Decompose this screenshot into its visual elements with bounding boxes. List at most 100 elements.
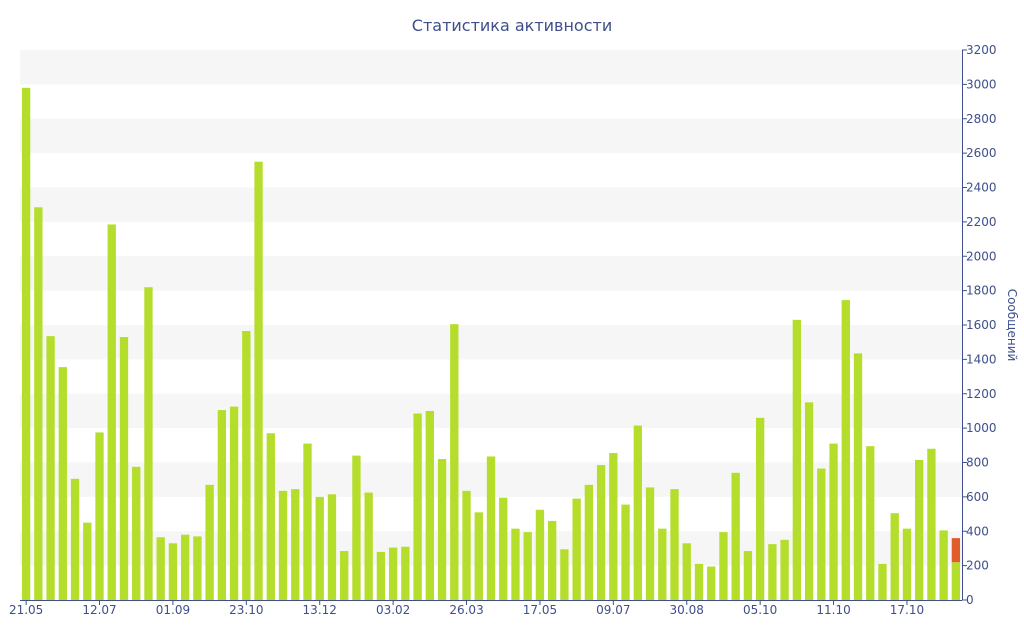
bar[interactable] — [340, 551, 349, 600]
bar-highlight[interactable] — [951, 538, 961, 563]
bar[interactable] — [413, 413, 422, 600]
bar[interactable] — [511, 528, 520, 600]
bar[interactable] — [425, 410, 434, 600]
bar[interactable] — [34, 207, 43, 600]
bar[interactable] — [596, 465, 606, 600]
bar[interactable] — [633, 425, 642, 600]
bar[interactable] — [107, 224, 116, 600]
y-tick-label: 2000 — [966, 249, 997, 263]
bar[interactable] — [645, 487, 655, 600]
bar[interactable] — [535, 509, 545, 600]
bar[interactable] — [572, 498, 581, 600]
bar[interactable] — [560, 549, 569, 600]
y-tick-label: 2600 — [966, 146, 997, 160]
y-tick-label: 1400 — [966, 352, 997, 366]
bar[interactable] — [278, 490, 288, 600]
bar[interactable] — [474, 512, 483, 600]
bar[interactable] — [548, 520, 557, 600]
bar[interactable] — [303, 443, 312, 600]
x-tick-label: 09.07 — [596, 603, 630, 617]
bar[interactable] — [939, 530, 948, 600]
bar[interactable] — [364, 492, 373, 600]
bar[interactable] — [119, 337, 129, 600]
bar[interactable] — [817, 468, 826, 600]
bar[interactable] — [731, 472, 740, 600]
bar[interactable] — [21, 87, 31, 600]
bar[interactable] — [951, 562, 961, 600]
bar[interactable] — [217, 410, 227, 600]
bar[interactable] — [291, 489, 300, 600]
bar[interactable] — [132, 466, 141, 600]
bar[interactable] — [83, 522, 92, 600]
grid-band — [20, 325, 962, 360]
bar[interactable] — [584, 484, 594, 600]
bar[interactable] — [755, 417, 765, 600]
bar[interactable] — [58, 367, 67, 600]
chart-title: Статистика активности — [412, 16, 612, 35]
y-tick-label: 800 — [966, 456, 989, 470]
bar[interactable] — [866, 446, 875, 600]
bar[interactable] — [743, 551, 753, 600]
y-tick-label: 1600 — [966, 318, 997, 332]
bar[interactable] — [878, 563, 887, 600]
bar[interactable] — [144, 287, 153, 600]
bar[interactable] — [242, 331, 251, 600]
bar[interactable] — [499, 497, 508, 600]
bar[interactable] — [792, 319, 801, 600]
bar[interactable] — [462, 490, 471, 600]
bar[interactable] — [315, 496, 324, 601]
bar[interactable] — [181, 534, 190, 600]
bar[interactable] — [229, 406, 239, 600]
bar[interactable] — [621, 504, 630, 600]
bar[interactable] — [841, 300, 850, 600]
bar[interactable] — [95, 432, 104, 600]
bar[interactable] — [486, 456, 496, 600]
y-axis-label: Сообщений — [1005, 289, 1019, 362]
bar[interactable] — [156, 537, 165, 600]
bar[interactable] — [804, 402, 814, 600]
bar[interactable] — [352, 455, 361, 601]
y-tick-label: 600 — [966, 490, 989, 504]
bar[interactable] — [205, 484, 214, 600]
bar[interactable] — [670, 489, 679, 600]
y-tick-label: 2200 — [966, 215, 997, 229]
bar[interactable] — [254, 161, 263, 600]
x-tick-label: 01.09 — [156, 603, 190, 617]
x-tick-label: 11.10 — [816, 603, 850, 617]
bar[interactable] — [707, 566, 716, 600]
bar[interactable] — [609, 453, 618, 600]
bar[interactable] — [437, 459, 447, 600]
bar[interactable] — [829, 443, 838, 600]
y-tick-label: 3200 — [966, 43, 997, 57]
bar[interactable] — [719, 532, 728, 600]
bar[interactable] — [266, 433, 275, 600]
bar[interactable] — [915, 459, 924, 600]
y-tick-label: 2800 — [966, 112, 997, 126]
x-tick-label: 23.10 — [229, 603, 263, 617]
y-axis: 0 200 400 600 800 1000 1200 1400 1600 1800 2000 220… — [962, 43, 997, 607]
bar[interactable] — [327, 494, 337, 600]
bar[interactable] — [450, 324, 459, 600]
bar[interactable] — [70, 478, 80, 600]
bar[interactable] — [658, 528, 667, 600]
y-tick-label: 200 — [966, 559, 989, 573]
bar[interactable] — [401, 546, 410, 600]
bar[interactable] — [168, 543, 178, 600]
bar[interactable] — [768, 544, 777, 600]
y-tick-label: 1800 — [966, 284, 997, 298]
bar[interactable] — [694, 563, 704, 600]
bar[interactable] — [682, 543, 691, 600]
bar[interactable] — [780, 539, 789, 600]
bar[interactable] — [376, 551, 386, 601]
bar[interactable] — [193, 536, 202, 600]
bar[interactable] — [388, 547, 398, 600]
x-tick-label: 30.08 — [670, 603, 704, 617]
bar[interactable] — [927, 448, 936, 600]
y-tick-label: 400 — [966, 524, 989, 538]
bar[interactable] — [902, 528, 912, 600]
bar[interactable] — [523, 532, 532, 600]
bar[interactable] — [46, 336, 55, 600]
bar[interactable] — [890, 513, 899, 600]
bar[interactable] — [853, 353, 863, 600]
